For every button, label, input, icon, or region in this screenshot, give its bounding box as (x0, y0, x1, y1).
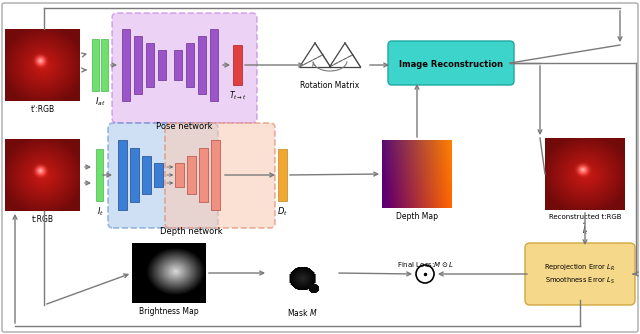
Text: Image Reconstruction: Image Reconstruction (399, 59, 503, 68)
Bar (210, 29, 218, 101)
Bar (92, 39, 99, 91)
Bar (122, 29, 130, 101)
Text: Rotation Matrix: Rotation Matrix (300, 81, 360, 90)
Bar (142, 156, 151, 194)
Text: $\hat{I}_t$: $\hat{I}_t$ (582, 221, 588, 237)
Text: $T_{t\rightarrow t}$: $T_{t\rightarrow t}$ (228, 89, 246, 102)
FancyBboxPatch shape (112, 13, 257, 123)
Text: Reconstructed t:RGB: Reconstructed t:RGB (548, 214, 621, 220)
Text: Pose network: Pose network (156, 122, 212, 131)
Bar (175, 163, 184, 187)
FancyBboxPatch shape (388, 41, 514, 85)
Text: Depth Map: Depth Map (396, 212, 438, 221)
Bar (174, 50, 182, 80)
Bar (134, 36, 142, 94)
Text: $I_{at}$: $I_{at}$ (95, 95, 105, 108)
Text: $I_t$: $I_t$ (97, 205, 104, 217)
Text: $D_t$: $D_t$ (277, 205, 288, 217)
Text: Smoothness Error $L_S$: Smoothness Error $L_S$ (545, 276, 615, 286)
Text: Final Loss:$M \odot L$: Final Loss:$M \odot L$ (397, 260, 453, 269)
Bar (146, 43, 154, 87)
Bar (118, 140, 127, 210)
Text: Depth network: Depth network (160, 227, 223, 236)
Text: t':RGB: t':RGB (31, 105, 54, 114)
Bar (158, 50, 166, 80)
Bar (96, 149, 103, 201)
Bar (211, 140, 220, 210)
Bar (101, 39, 108, 91)
Text: t:RGB: t:RGB (31, 215, 54, 224)
Bar (186, 43, 194, 87)
FancyBboxPatch shape (165, 123, 275, 228)
Bar (154, 163, 163, 187)
Text: Mask $M$: Mask $M$ (287, 307, 317, 318)
Bar (187, 156, 196, 194)
Bar (198, 36, 206, 94)
Bar (199, 148, 208, 202)
Text: Brightness Map: Brightness Map (139, 307, 199, 316)
FancyBboxPatch shape (525, 243, 635, 305)
Bar (130, 148, 139, 202)
FancyBboxPatch shape (108, 123, 218, 228)
Bar (278, 149, 287, 201)
Text: Reprojection Error $L_R$: Reprojection Error $L_R$ (545, 263, 616, 273)
Bar (233, 45, 242, 85)
